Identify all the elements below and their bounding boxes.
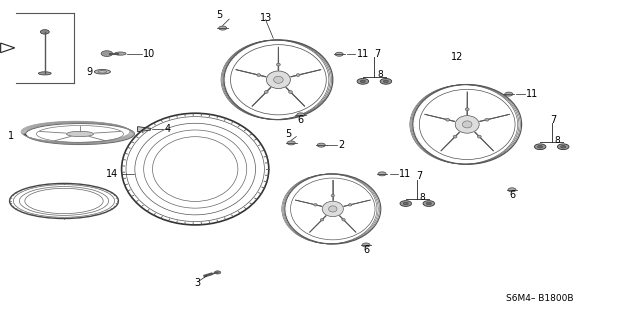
Ellipse shape — [445, 118, 449, 121]
Text: 8: 8 — [420, 193, 426, 202]
Circle shape — [508, 188, 516, 192]
Circle shape — [214, 271, 221, 274]
Circle shape — [557, 144, 569, 150]
Circle shape — [317, 143, 325, 147]
Text: 8: 8 — [377, 70, 383, 79]
Text: 6: 6 — [509, 189, 515, 200]
Text: 7: 7 — [374, 49, 381, 59]
Text: 8: 8 — [554, 136, 560, 145]
Circle shape — [561, 145, 566, 148]
Text: S6M4– B1800B: S6M4– B1800B — [506, 294, 573, 303]
Ellipse shape — [115, 52, 126, 55]
Text: 2: 2 — [339, 140, 345, 150]
Text: 6: 6 — [298, 115, 304, 125]
Ellipse shape — [289, 91, 292, 93]
Text: 11: 11 — [526, 89, 538, 99]
Ellipse shape — [463, 121, 472, 128]
Text: 6: 6 — [363, 245, 369, 255]
Ellipse shape — [328, 206, 337, 212]
Ellipse shape — [296, 74, 300, 77]
Text: 5: 5 — [216, 10, 223, 20]
Text: 9: 9 — [86, 67, 92, 77]
Circle shape — [403, 202, 408, 205]
Text: 3: 3 — [194, 278, 200, 288]
Ellipse shape — [453, 135, 457, 138]
Ellipse shape — [38, 72, 51, 75]
Circle shape — [423, 201, 435, 206]
Text: 13: 13 — [259, 12, 272, 23]
Ellipse shape — [95, 70, 111, 74]
Ellipse shape — [321, 219, 324, 221]
Ellipse shape — [314, 204, 317, 206]
Ellipse shape — [266, 71, 291, 89]
Text: 4: 4 — [164, 124, 171, 134]
Text: 10: 10 — [143, 48, 156, 59]
Text: 7: 7 — [550, 115, 557, 125]
Text: 11: 11 — [356, 49, 369, 59]
Ellipse shape — [455, 116, 479, 133]
Ellipse shape — [276, 63, 280, 66]
Text: 1: 1 — [8, 130, 14, 141]
Ellipse shape — [465, 108, 469, 111]
Ellipse shape — [257, 74, 260, 77]
Circle shape — [101, 51, 113, 56]
Circle shape — [400, 201, 412, 206]
Circle shape — [219, 26, 227, 30]
Circle shape — [297, 113, 305, 117]
Ellipse shape — [348, 204, 352, 206]
Ellipse shape — [331, 194, 335, 197]
Circle shape — [357, 78, 369, 84]
Circle shape — [426, 202, 431, 205]
Text: 12: 12 — [451, 52, 463, 63]
Circle shape — [40, 30, 49, 34]
Circle shape — [360, 80, 365, 83]
Ellipse shape — [274, 76, 283, 83]
Ellipse shape — [323, 201, 344, 217]
Circle shape — [362, 243, 370, 247]
Circle shape — [534, 144, 546, 150]
Circle shape — [335, 52, 343, 56]
Circle shape — [505, 92, 513, 96]
Text: 14: 14 — [106, 169, 118, 179]
Circle shape — [378, 172, 386, 176]
Polygon shape — [138, 127, 150, 132]
Ellipse shape — [485, 118, 489, 121]
Polygon shape — [1, 43, 15, 53]
Text: 11: 11 — [399, 169, 412, 179]
Circle shape — [538, 145, 543, 148]
Ellipse shape — [477, 135, 481, 138]
Circle shape — [287, 141, 295, 145]
Ellipse shape — [67, 131, 93, 137]
Text: 5: 5 — [285, 129, 292, 139]
Ellipse shape — [342, 219, 345, 221]
Text: 7: 7 — [416, 171, 422, 182]
Circle shape — [380, 78, 392, 84]
Circle shape — [383, 80, 388, 83]
Ellipse shape — [264, 91, 268, 93]
